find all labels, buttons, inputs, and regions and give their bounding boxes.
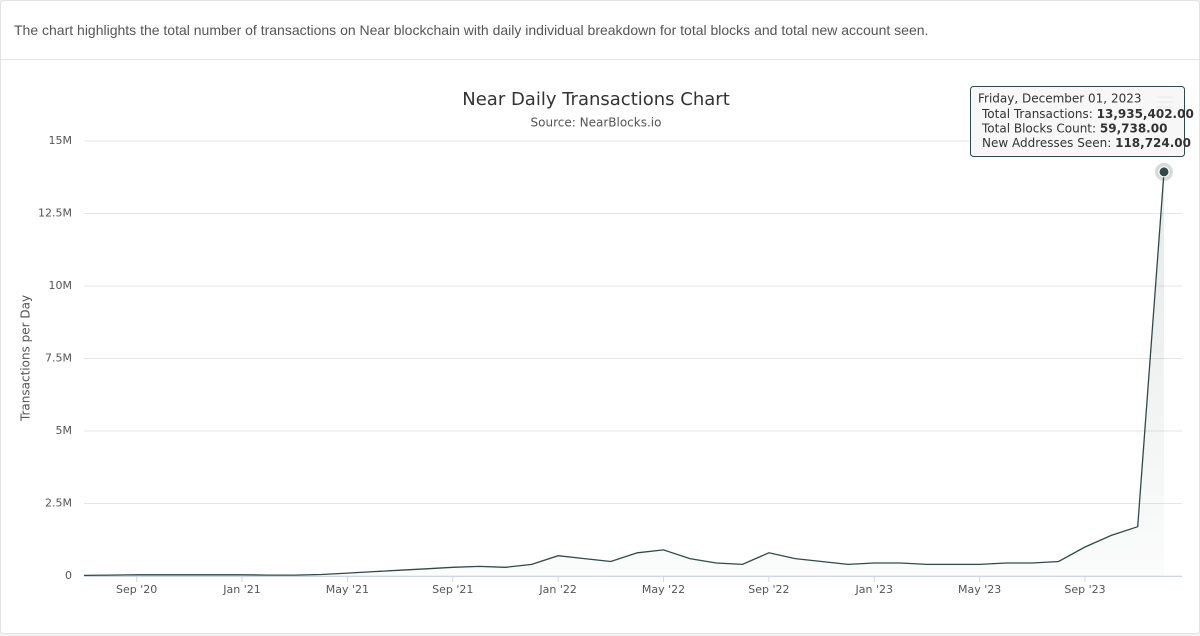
x-tick-label: Jan '23: [855, 583, 893, 596]
tooltip-label: New Addresses Seen:: [982, 136, 1111, 150]
y-tick-label: 12.5M: [38, 207, 72, 220]
description: The chart highlights the total number of…: [14, 22, 929, 38]
x-tick-label: Jan '21: [222, 583, 260, 596]
tooltip-box: [970, 86, 1185, 157]
point-marker: [1158, 166, 1170, 178]
tooltip-value: 13,935,402.00: [1097, 107, 1194, 121]
y-tick-label: 10M: [49, 279, 73, 292]
tooltip-row: Total Blocks Count: 59,738.00: [981, 121, 1167, 135]
x-tick-label: May '23: [958, 583, 1001, 596]
separator: [1, 59, 1199, 60]
chart-subtitle: Source: NearBlocks.io: [531, 116, 662, 130]
tooltip-value: 59,738.00: [1100, 121, 1168, 135]
tooltip-value: 118,724.00: [1115, 136, 1191, 150]
x-tick-label: Sep '22: [748, 583, 789, 596]
y-tick-label: 2.5M: [45, 497, 72, 510]
x-tick-label: Sep '21: [432, 583, 473, 596]
y-axis-title: Transactions per Day: [19, 295, 33, 422]
area: [84, 171, 1164, 576]
x-tick-label: May '22: [642, 583, 685, 596]
tooltip-label: Total Transactions:: [981, 107, 1093, 121]
y-tick-label: 7.5M: [45, 352, 72, 365]
line: [83, 171, 1165, 577]
chart-title: Near Daily Transactions Chart: [462, 89, 730, 110]
tooltip-label: Total Blocks Count:: [981, 121, 1096, 135]
y-tick-label: 15M: [49, 134, 73, 147]
tooltip-date: Friday, December 01, 2023: [978, 92, 1141, 106]
x-tick-label: May '21: [326, 583, 369, 596]
x-tick-label: Sep '23: [1064, 583, 1105, 596]
x-tick-label: Sep '20: [116, 583, 157, 596]
tooltip-row: Total Transactions: 13,935,402.00: [981, 107, 1194, 121]
x-tick-label: Jan '22: [538, 583, 576, 596]
y-tick-label: 5M: [56, 424, 73, 437]
tooltip-row: New Addresses Seen: 118,724.00: [982, 136, 1191, 150]
y-tick-label: 0: [65, 569, 72, 582]
